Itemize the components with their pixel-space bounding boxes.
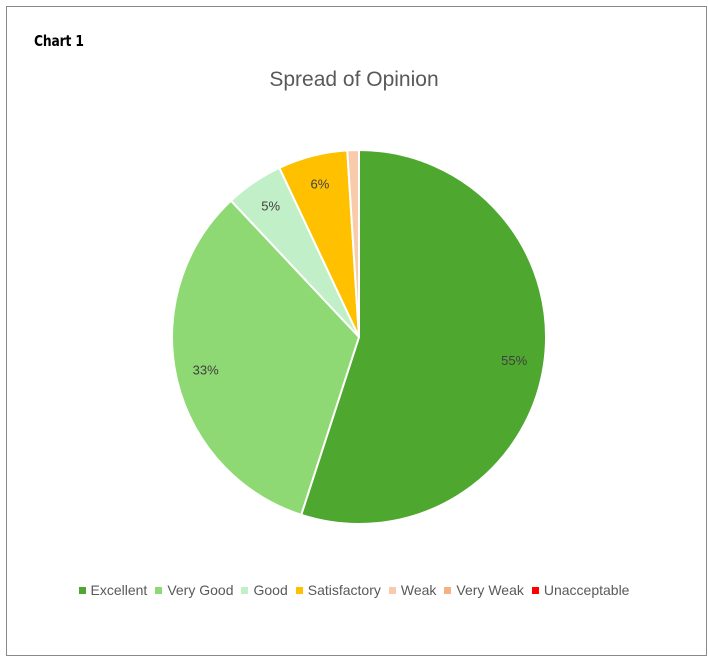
chart-title: Spread of Opinion [269,68,439,91]
legend-swatch-good [241,586,249,594]
legend-item-weak: Weak [388,582,437,598]
legend-item-very-good: Very Good [155,582,233,598]
data-label-good: 5% [261,199,280,214]
data-label-satisfactory: 6% [311,176,330,191]
legend-item-excellent: Excellent [78,582,148,598]
legend-swatch-very-weak [444,586,452,594]
chart-legend: Excellent Very Good Good Satisfactory Weak Ve… [0,582,708,598]
legend-label-very-weak: Very Weak [456,582,524,598]
legend-swatch-very-good [155,586,163,594]
legend-item-satisfactory: Satisfactory [295,582,381,598]
legend-label-very-good: Very Good [167,582,234,598]
legend-swatch-excellent [78,586,86,594]
legend-item-unacceptable: Unacceptable [531,582,630,598]
data-label-very-good: 33% [193,363,219,378]
chart-heading: Chart 1 [34,32,84,50]
pie-slice-very-good [171,199,361,517]
legend-swatch-satisfactory [295,586,303,594]
legend-label-weak: Weak [400,582,437,598]
pie-slice-excellent [299,148,547,525]
legend-item-good: Good [241,582,288,598]
data-label-excellent: 55% [501,353,527,368]
pie-slice-weak [346,148,360,338]
legend-label-good: Good [253,582,288,598]
legend-swatch-weak [388,586,396,594]
legend-label-unacceptable: Unacceptable [543,582,630,598]
legend-swatch-unacceptable [531,586,539,594]
legend-item-very-weak: Very Weak [444,582,524,598]
legend-label-satisfactory: Satisfactory [307,582,381,598]
legend-label-excellent: Excellent [90,582,148,598]
